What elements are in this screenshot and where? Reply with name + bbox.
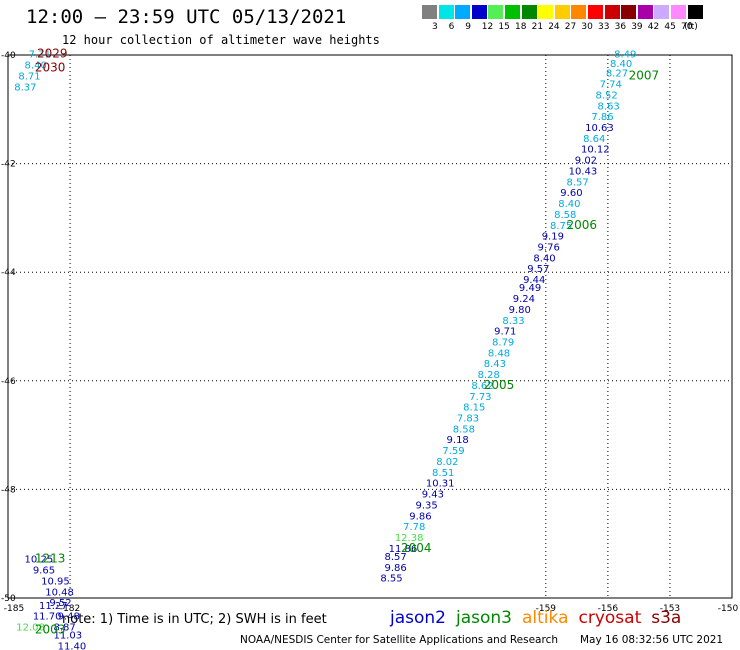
wave-height-value: 11.40 [58,642,87,650]
wave-height-value: 9.43 [422,490,444,501]
wave-height-value: 10.63 [585,123,614,134]
time-label: 2006 [567,218,598,232]
wave-height-value: 9.80 [509,305,531,316]
wave-height-value: 8.02 [436,457,458,468]
lon-tick-label: -185 [4,604,24,614]
wave-height-value: 8.51 [432,468,454,479]
satellite-legend-cryosat: cryosat [579,608,642,628]
wave-height-value: 9.35 [416,500,438,511]
wave-height-value: 10.12 [581,145,610,156]
wave-height-value: 8.43 [484,359,506,370]
satellite-legend: jason2 jason3 altika cryosat s3a [390,608,691,628]
map-frame [8,55,732,598]
wave-height-value: 9.65 [33,566,55,577]
wave-height-value: 8.64 [583,134,605,145]
wave-height-value: 9.86 [384,563,406,574]
generated-timestamp: May 16 08:32:56 UTC 2021 [580,634,723,646]
lat-tick-label: -44 [1,268,16,278]
footer-note: note: 1) Time is in UTC; 2) SWH is in fe… [62,612,327,627]
wave-height-value: 9.49 [519,283,541,294]
satellite-legend-jason2: jason2 [390,608,446,628]
wave-height-value: 8.55 [380,574,402,585]
wave-height-value: 9.60 [560,188,582,199]
wave-height-value: 9.19 [542,232,564,243]
wave-height-value: 8.58 [453,424,475,435]
satellite-legend-s3a: s3a [651,608,681,628]
wave-height-value: 7.86 [591,112,613,123]
lat-tick-label: -42 [1,160,16,170]
wave-height-value: 10.43 [569,166,598,177]
lon-tick-label: -150 [718,604,739,614]
wave-height-value: 9.52 [49,598,71,609]
satellite-legend-altika: altika [522,608,569,628]
wave-height-value: 9.57 [527,264,549,275]
time-label: 2005 [484,378,515,392]
wave-height-value: 8.79 [492,338,514,349]
wave-height-value: 9.24 [513,294,535,305]
wave-height-value: 7.59 [442,446,464,457]
lat-tick-label: -50 [1,594,16,604]
wave-height-value: 7.78 [403,522,425,533]
lat-tick-label: -46 [1,377,16,387]
lat-tick-label: -40 [1,51,16,61]
time-label: 2003 [35,622,66,636]
wave-height-value: 7.83 [457,414,479,425]
wave-height-value: 9.18 [447,435,469,446]
wave-height-value: 10.48 [45,587,74,598]
wave-height-value: 7.73 [469,392,491,403]
wave-height-value: 8.27 [606,69,628,80]
wave-height-value: 10.31 [426,479,455,490]
wave-height-value: 8.33 [502,316,524,327]
time-label: 1213 [35,552,66,566]
time-label: 2030 [35,60,66,74]
wave-height-value: 9.86 [409,511,431,522]
lat-tick-label: -48 [1,485,16,495]
wave-height-value: 9.02 [575,156,597,167]
time-label: 2007 [629,68,660,82]
wave-height-value: 8.37 [14,82,36,93]
wave-height-value: 8.40 [533,253,555,264]
wave-height-value: 8.63 [598,101,620,112]
wave-height-value: 8.52 [595,90,617,101]
wave-height-value: 8.15 [463,403,485,414]
time-label: 2004 [401,541,432,555]
wave-height-value: 9.71 [494,327,516,338]
credit-text: NOAA/NESDIS Center for Satellite Applica… [240,634,558,646]
wave-height-value: 8.40 [558,199,580,210]
wave-height-value: 9.76 [538,242,560,253]
wave-height-value: 7.74 [600,80,622,91]
time-label: 2029 [37,47,68,61]
wave-height-value: 10.95 [41,576,70,587]
wave-height-value: 8.57 [567,177,589,188]
wave-height-value: 8.48 [488,348,510,359]
satellite-legend-jason3: jason3 [456,608,512,628]
